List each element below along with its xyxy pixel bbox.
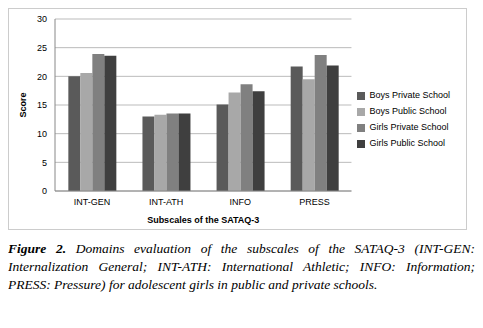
svg-text:INT-ATH: INT-ATH bbox=[149, 197, 183, 207]
html-text:Figure 2.: Figure 2. bbox=[8, 241, 66, 256]
svg-text:5: 5 bbox=[42, 158, 47, 168]
html-text:Girls Public School: Girls Public School bbox=[369, 138, 445, 148]
svg-text:Score: Score bbox=[18, 92, 28, 117]
html-text:Domains evaluation of the subs: Domains evaluation of the subscales of t… bbox=[8, 241, 475, 292]
svg-text:0: 0 bbox=[42, 186, 47, 196]
html-text:Boys Public School: Boys Public School bbox=[369, 106, 447, 116]
svg-text:20: 20 bbox=[37, 72, 47, 82]
svg-text:INT-GEN: INT-GEN bbox=[74, 197, 111, 207]
svg-text:Subscales of the SATAQ-3: Subscales of the SATAQ-3 bbox=[147, 215, 259, 225]
html-text:Boys Private School: Boys Private School bbox=[369, 90, 450, 100]
svg-text:10: 10 bbox=[37, 129, 47, 139]
html-text:Girls Private School: Girls Private School bbox=[369, 122, 449, 132]
svg-text:PRESS: PRESS bbox=[299, 197, 330, 207]
svg-text:25: 25 bbox=[37, 43, 47, 53]
svg-text:30: 30 bbox=[37, 14, 47, 24]
svg-text:15: 15 bbox=[37, 100, 47, 110]
svg-text:INFO: INFO bbox=[230, 197, 252, 207]
